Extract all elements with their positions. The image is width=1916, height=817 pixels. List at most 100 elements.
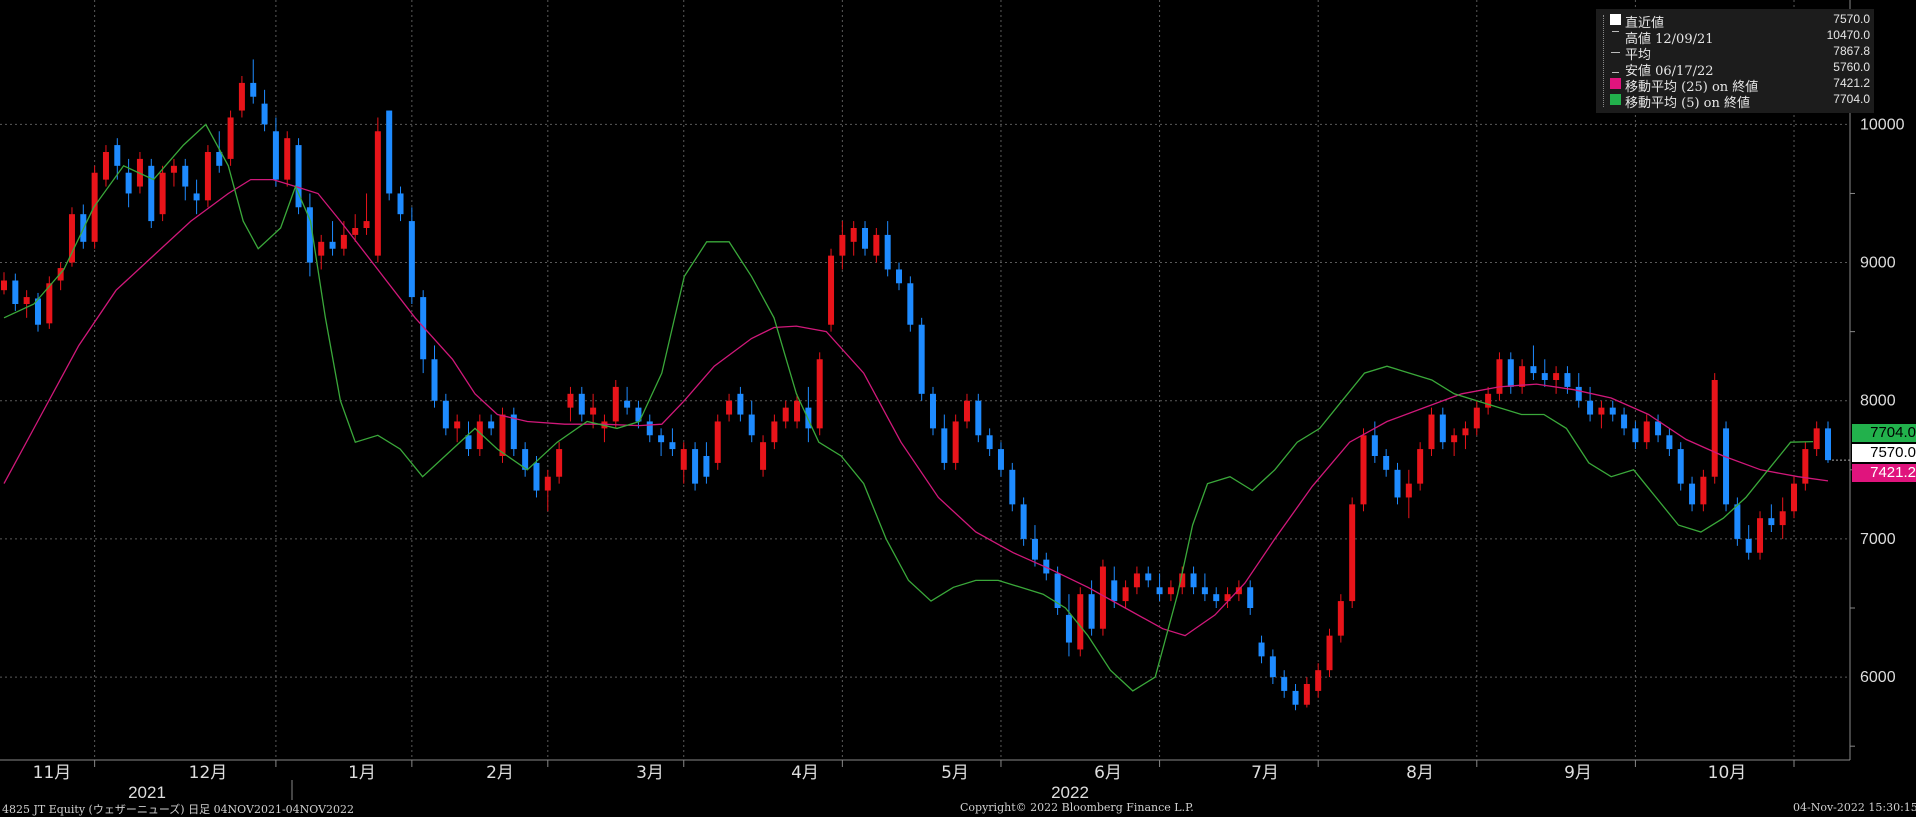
candle-body [907,283,914,325]
legend-label: 高値 12/09/21 [1625,32,1714,47]
candle-body [1156,587,1163,595]
candle-body [1077,594,1084,650]
candle-body [1507,359,1514,387]
square-green-icon [1610,94,1621,105]
candle-body [329,241,336,249]
candle-body [1655,421,1662,436]
candle-body [1428,414,1435,450]
grid-lines [0,0,1855,800]
candle-body [1145,573,1152,581]
candle-body [510,414,517,450]
moving-average-lines [3,123,1850,692]
candle-body [1054,573,1061,608]
candle-body [522,449,529,470]
candle-body [1405,483,1412,498]
footer-copyright: Copyright© 2022 Bloomberg Finance L.P. [960,801,1194,814]
candle-body [1745,538,1752,553]
month-label: 3月 [636,763,664,783]
legend-value: 5760.0 [1833,60,1870,74]
candle-body [386,110,393,194]
candle-body [839,234,846,256]
candle-body [794,400,801,422]
candle-body [941,428,948,463]
candle-body [442,400,449,429]
candle-body [318,241,325,256]
candle-body [1269,656,1276,678]
legend-value: 7421.2 [1833,76,1870,90]
candle-body [488,421,495,429]
legend-panel: 直近値 7570.0 高値 12/09/21 10470.0 平均 7867.8… [1596,9,1874,113]
legend-row-ma25: 移動平均 (25) on 終値 7421.2 [1596,76,1874,95]
candle-body [1009,469,1016,505]
avg-marker-icon [1611,52,1620,53]
candle-body [374,131,381,256]
candle-body [1315,670,1322,691]
month-label: 11月 [33,763,72,783]
candle-body [680,449,687,470]
candle-body [1700,476,1707,505]
candle-body [1485,393,1492,408]
candle-body [624,400,631,408]
candle-body [1190,573,1197,588]
candle-body [567,393,574,408]
candle-body [476,421,483,450]
candle-body [1496,359,1503,394]
square-magenta-icon [1610,78,1621,89]
candle-body [1303,684,1310,705]
legend-label: 直近値 [1625,16,1665,31]
candle-body [57,268,64,281]
legend-row-avg: 平均 7867.8 [1596,44,1874,63]
month-label: 7月 [1251,763,1279,783]
candle-body [431,359,438,401]
legend-value: 7867.8 [1833,44,1870,58]
candle-body [658,435,665,443]
candle-body [1337,601,1344,636]
candle-body [227,117,234,159]
candle-body [748,414,755,436]
candle-body [408,221,415,298]
candle-body [352,228,359,235]
candle-body [272,131,279,180]
candle-body [635,407,642,422]
candle-body [1088,594,1095,629]
candle-body [896,269,903,284]
candle-body [102,152,109,180]
legend-label: 移動平均 (5) on 終値 [1625,96,1751,111]
month-label: 1月 [348,763,376,783]
candle-body [1111,580,1118,602]
candle-body [1587,400,1594,415]
candle-body [590,407,597,415]
candle-body [669,442,676,450]
candle-body [862,228,869,249]
candle-body [1167,587,1174,595]
legend-label: 移動平均 (25) on 終値 [1625,80,1759,95]
candle-body [726,400,733,415]
candles [1,59,1831,711]
candle-body [1213,594,1220,602]
legend-row-ma5: 移動平均 (5) on 終値 7704.0 [1596,92,1874,111]
candle-body [306,207,313,263]
candle-body [465,435,472,450]
price-tag-last: 7570.0 [1852,444,1916,462]
low-marker-icon [1612,72,1619,73]
candle-body [1201,587,1208,595]
candle-body [295,145,302,208]
y-tick-label: 7000 [1860,531,1896,548]
footer-timestamp: 04-Nov-2022 15:30:15 [1793,801,1916,814]
legend-value: 7570.0 [1833,12,1870,26]
candle-body [714,421,721,463]
legend-value: 7704.0 [1833,92,1870,106]
candle-body [1349,504,1356,602]
candle-body [340,234,347,249]
candle-body [703,456,710,477]
candle-body [12,280,19,304]
candle-body [91,172,98,242]
candle-body [261,103,268,125]
high-marker-icon [1612,31,1619,32]
candle-body [454,421,461,429]
candle-body [1677,449,1684,484]
candle-body [1666,435,1673,450]
candle-body [1258,642,1265,657]
candle-body [1473,407,1480,429]
